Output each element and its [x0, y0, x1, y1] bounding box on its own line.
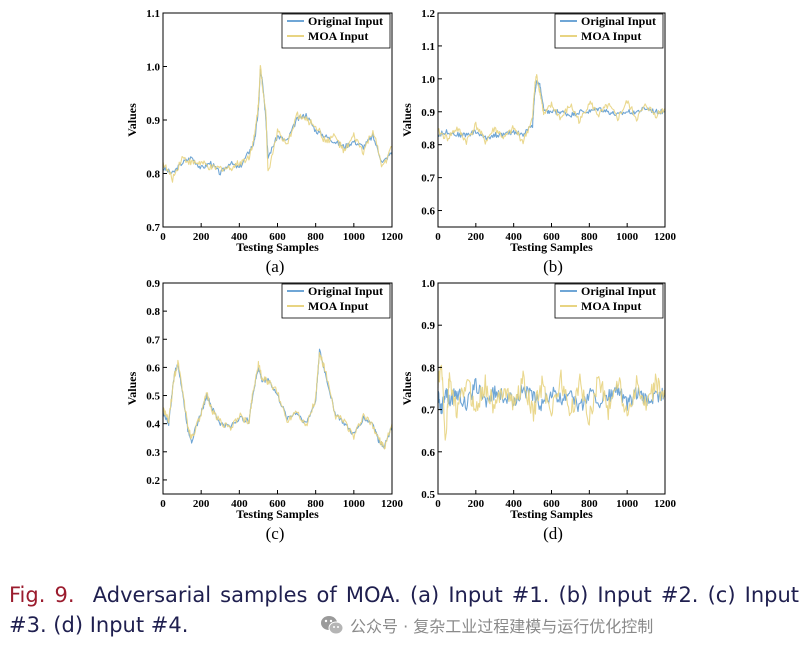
panel-4-xtick-label: 800: [581, 498, 598, 510]
panel-4-ylabel: Values: [400, 371, 414, 405]
panel-1-ytick-label: 0.9: [146, 115, 160, 127]
panel-3-series-original-line: [162, 348, 393, 450]
panel-3-label: (c): [266, 524, 285, 543]
panel-4-ytick-label: 0.7: [421, 405, 435, 417]
panel-4-xtick-label: 1000: [616, 498, 639, 510]
panel-3-xlabel: Testing Samples: [236, 507, 319, 521]
panel-2-ytick-label: 0.7: [421, 173, 435, 185]
panel-4-label: (d): [543, 524, 563, 543]
panel-2-xtick-label: 1200: [654, 231, 677, 243]
figure-label: Fig. 9.: [9, 583, 75, 607]
figure-caption: Fig. 9. Adversarial samples of MOA. (a) …: [9, 580, 799, 640]
figure: 0 200 400 600 800 1000 1200 0.7 0.8 0.9 1.0 1.1 Test…: [125, 8, 677, 543]
panel-1-label: (a): [266, 257, 285, 276]
panel-4-xtick-label: 600: [543, 498, 560, 510]
panel-3-xtick-label: 0: [160, 498, 166, 510]
panel-2-ytick-label: 0.9: [421, 107, 435, 119]
panel-3-xtick-label: 1000: [343, 498, 366, 510]
panel-1-legend-label-original: Original Input: [308, 14, 383, 28]
panel-1-xtick-label: 600: [269, 231, 286, 243]
panel-3-legend-label-original: Original Input: [308, 284, 383, 298]
panel-1-ytick-label: 1.1: [146, 8, 160, 20]
panel-4-xtick-label: 400: [505, 498, 522, 510]
panel-1-chart: 0 200 400 600 800 1000 1200 0.7 0.8 0.9 1.0 1.1 Test…: [125, 8, 404, 276]
panel-2-ytick-label: 1.1: [421, 41, 435, 53]
panel-4-ytick-label: 0.8: [421, 362, 435, 374]
panel-4-ytick-label: 0.9: [421, 320, 435, 332]
panel-1-ylabel: Values: [125, 103, 139, 137]
panel-4-xlabel: Testing Samples: [510, 507, 593, 521]
panel-2-xtick-label: 600: [543, 231, 560, 243]
panel-2-xtick-label: 200: [468, 231, 485, 243]
panel-3-xtick-label: 200: [193, 498, 210, 510]
panel-4-xtick-label: 0: [435, 498, 441, 510]
panel-3-ytick-label: 0.9: [146, 278, 160, 290]
panel-3-ytick-label: 0.8: [146, 306, 160, 318]
panel-2-ylabel: Values: [400, 103, 414, 137]
panel-1-xtick-label: 800: [307, 231, 324, 243]
panel-3-ytick-label: 0.3: [146, 447, 160, 459]
panel-1-xtick-label: 0: [160, 231, 166, 243]
panel-3-xtick-label: 1200: [381, 498, 404, 510]
panel-3-xtick-label: 600: [269, 498, 286, 510]
panel-2-ytick-label: 0.8: [421, 140, 435, 152]
panel-2-xtick-label: 0: [435, 231, 441, 243]
panel-3-ytick-label: 0.5: [146, 391, 160, 403]
panel-2-series-moa-line: [437, 74, 666, 145]
panel-3-chart: 0 200 400 600 800 1000 1200 0.2 0.3 0.4 0.5 0.6 0.7 0…: [125, 278, 404, 543]
watermark: 公众号 · 复杂工业过程建模与运行优化控制: [318, 612, 654, 638]
panel-4-legend-label-original: Original Input: [581, 284, 656, 298]
panel-1-xlabel: Testing Samples: [236, 240, 319, 254]
panel-4-ytick-label: 0.5: [421, 489, 435, 501]
panel-2-chart: 0 200 400 600 800 1000 1200 0.6 0.7 0.8 0.9 1.0 1.1 1…: [400, 8, 677, 276]
panel-3-legend-label-moa: MOA Input: [308, 299, 368, 313]
panel-1-ytick-label: 0.8: [146, 169, 160, 181]
panel-1-xtick-label: 1000: [343, 231, 366, 243]
panel-2-xtick-label: 1000: [616, 231, 639, 243]
panel-2-ytick-label: 0.6: [421, 206, 435, 218]
panel-2-xlabel: Testing Samples: [510, 240, 593, 254]
panel-4-xtick-label: 1200: [654, 498, 677, 510]
panel-3-ytick-label: 0.7: [146, 334, 160, 346]
panel-4-series-original-line: [437, 377, 666, 415]
panel-1-series-moa-line: [162, 64, 393, 183]
panel-3-xtick-label: 800: [307, 498, 324, 510]
panel-1-legend-label-moa: MOA Input: [308, 29, 368, 43]
panel-1-xtick-label: 400: [231, 231, 248, 243]
panel-3-legend-box: [281, 283, 391, 319]
caption-text: Adversarial samples of MOA. (a) Input #1…: [9, 583, 800, 637]
panel-1-series-original-line: [162, 68, 393, 176]
panel-3-ylabel: Values: [125, 371, 139, 405]
panel-4-legend-box: [554, 283, 664, 319]
panel-4-xtick-label: 200: [468, 498, 485, 510]
panel-2-xtick-label: 400: [505, 231, 522, 243]
panel-4-ytick-label: 1.0: [421, 278, 435, 290]
panel-1-xtick-label: 1200: [381, 231, 404, 243]
panel-3-ytick-label: 0.4: [146, 419, 160, 431]
panel-1-legend-box: [281, 13, 391, 49]
panel-2-legend-label-moa: MOA Input: [581, 29, 641, 43]
panel-3-series-moa-line: [162, 352, 393, 450]
panel-2-legend-label-original: Original Input: [581, 14, 656, 28]
panel-2-ytick-label: 1.0: [421, 74, 435, 86]
wechat-icon: [321, 616, 344, 635]
panel-3-ytick-label: 0.2: [146, 475, 160, 487]
panel-4-ytick-label: 0.6: [421, 447, 435, 459]
panel-1-ytick-label: 1.0: [146, 62, 160, 74]
panel-2-series-original-line: [437, 80, 665, 141]
watermark-text: 公众号 · 复杂工业过程建模与运行优化控制: [350, 617, 654, 636]
panel-4-legend-label-moa: MOA Input: [581, 299, 641, 313]
panel-1-xtick-label: 200: [193, 231, 210, 243]
panel-4-series-moa-line: [437, 364, 666, 441]
panel-3-ytick-label: 0.6: [146, 362, 160, 374]
panel-1-ytick-label: 0.7: [146, 222, 160, 234]
panel-2-ytick-label: 1.2: [421, 8, 435, 20]
panel-3-xtick-label: 400: [231, 498, 248, 510]
panel-2-xtick-label: 800: [581, 231, 598, 243]
panel-4-chart: 0 200 400 600 800 1000 1200 0.5 0.6 0.7 0.8 0.9 1.0 T…: [400, 278, 677, 543]
panel-2-label: (b): [543, 257, 563, 276]
panel-2-legend-box: [554, 13, 664, 49]
